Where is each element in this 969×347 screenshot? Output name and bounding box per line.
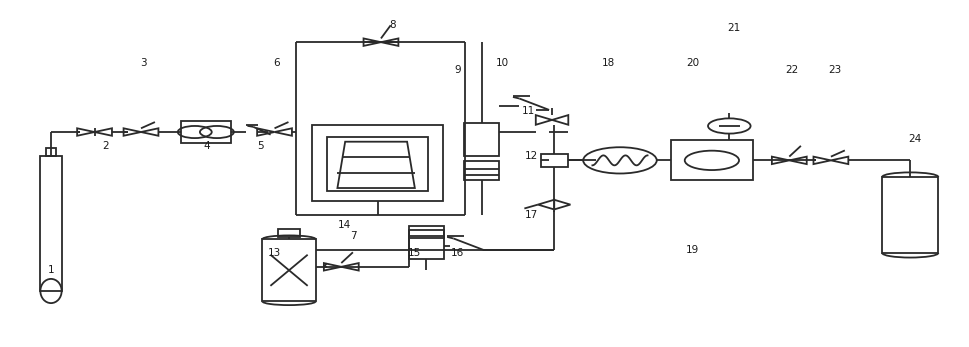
Bar	[41, 156, 62, 291]
Bar	[278, 229, 299, 237]
Text: 10: 10	[495, 58, 509, 68]
Text: 15: 15	[408, 248, 422, 258]
Bar	[327, 137, 428, 191]
Text: 17: 17	[524, 210, 538, 220]
Text: 6: 6	[273, 58, 280, 68]
Text: 1: 1	[47, 265, 54, 275]
Text: 18: 18	[602, 58, 615, 68]
Text: 21: 21	[728, 23, 740, 33]
Bar	[46, 147, 56, 156]
Text: 20: 20	[686, 58, 699, 68]
Text: 2: 2	[102, 141, 109, 151]
Bar	[312, 125, 443, 201]
Text: 16: 16	[451, 248, 464, 258]
Text: 4: 4	[203, 141, 210, 151]
Bar	[541, 154, 568, 167]
Text: 9: 9	[454, 65, 460, 75]
Bar	[263, 239, 316, 302]
Text: 7: 7	[351, 231, 358, 241]
Text: 19: 19	[686, 245, 700, 255]
Text: 8: 8	[390, 20, 396, 30]
Text: 24: 24	[909, 134, 922, 144]
Bar	[464, 161, 499, 180]
Bar	[464, 124, 499, 156]
Text: 3: 3	[141, 58, 147, 68]
Text: 12: 12	[524, 151, 538, 161]
Bar	[671, 141, 753, 180]
Text: 23: 23	[828, 65, 841, 75]
Text: 11: 11	[521, 106, 535, 116]
Bar	[882, 177, 938, 253]
Bar	[180, 121, 231, 143]
Text: 14: 14	[337, 220, 351, 230]
Bar	[409, 230, 444, 238]
Text: 13: 13	[267, 248, 281, 258]
Bar	[409, 226, 444, 259]
Text: 22: 22	[786, 65, 798, 75]
Bar	[92, 131, 97, 133]
Text: 5: 5	[257, 141, 264, 151]
